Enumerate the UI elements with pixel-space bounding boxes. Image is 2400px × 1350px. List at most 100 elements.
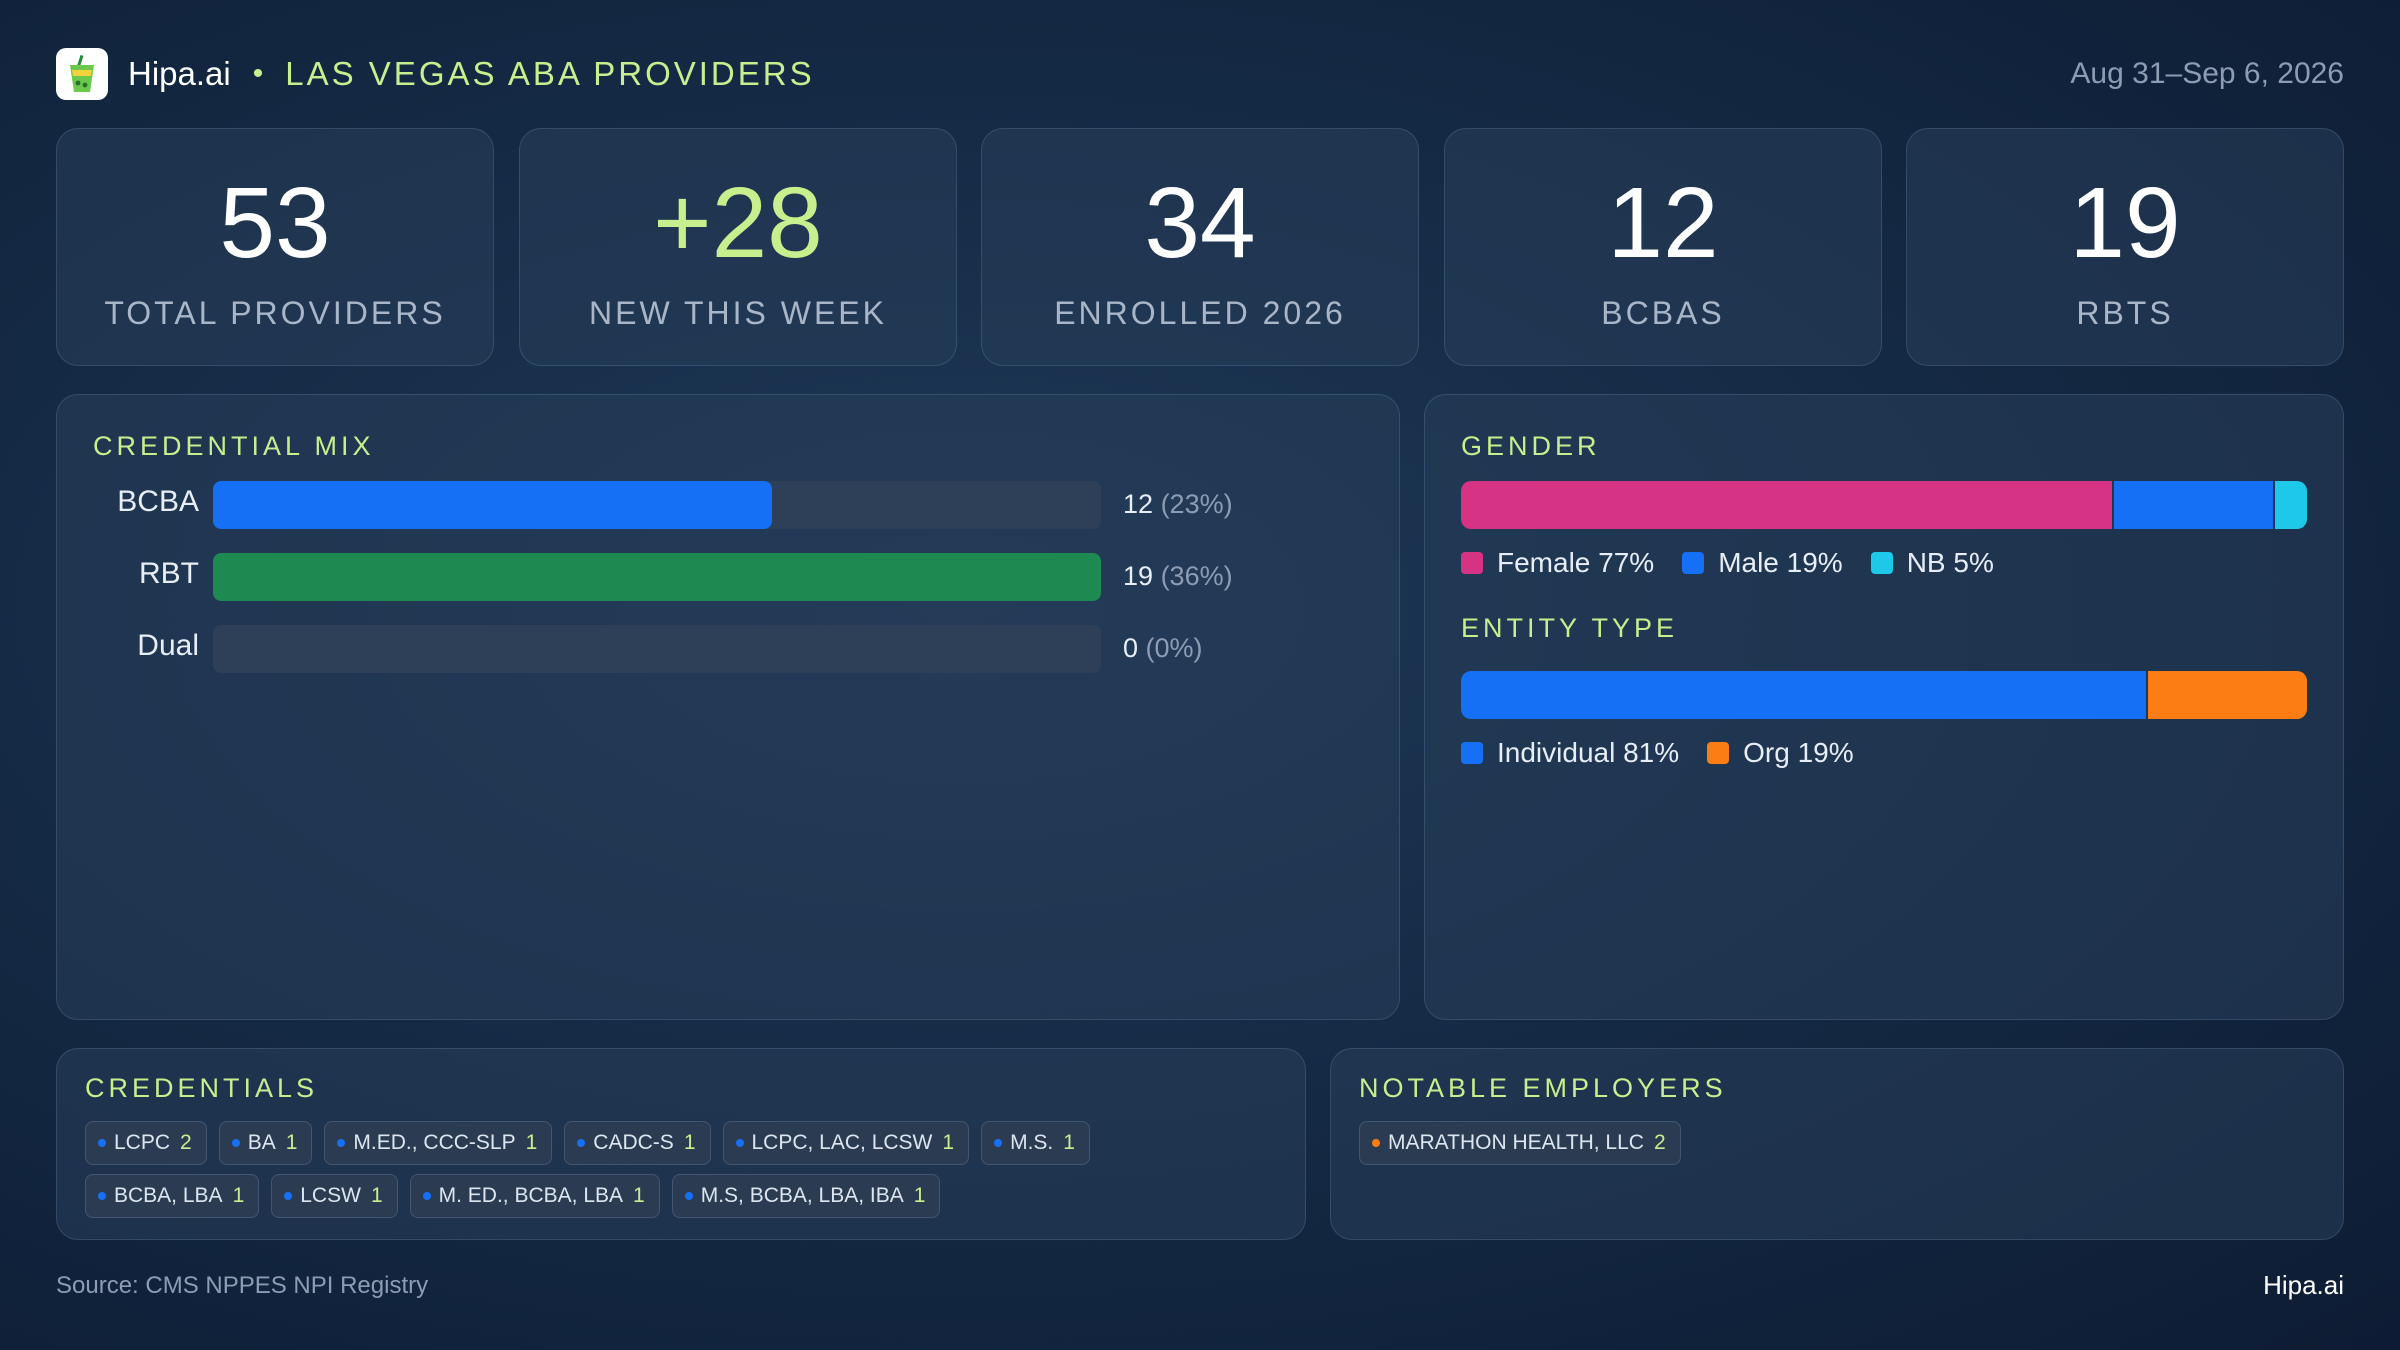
stat-card-bcbas: 12 BCBAS (1444, 128, 1882, 366)
credential-chip: LCSW 1 (271, 1174, 398, 1218)
chip-count: 2 (1653, 1131, 1666, 1154)
chip-count: 1 (370, 1184, 383, 1207)
credential-mix-panel: CREDENTIAL MIX BCBA 12 (23%) RBT 19 (36%… (56, 394, 1400, 1020)
gender-segment-nb (2273, 481, 2307, 529)
legend-item-male: Male 19% (1682, 547, 1843, 579)
stat-label: NEW THIS WEEK (589, 295, 887, 331)
credential-bar-row: RBT 19 (36%) (57, 553, 1397, 601)
bar-fill (213, 553, 1101, 601)
dashboard-header: Hipa.ai • LAS VEGAS ABA PROVIDERS Aug 31… (56, 46, 2344, 102)
brand-name: Hipa.ai (128, 55, 231, 92)
entity-segment-org (2146, 671, 2307, 719)
chip-dot (284, 1192, 293, 1200)
credential-bar-row: Dual 0 (0%) (57, 625, 1397, 673)
chip-dot (1372, 1139, 1380, 1147)
credential-bar-row: BCBA 12 (23%) (57, 481, 1397, 529)
chip-count: 1 (942, 1131, 955, 1154)
chip-label: BCBA, LBA (114, 1184, 223, 1207)
legend-swatch (1682, 552, 1705, 574)
chip-count: 1 (913, 1184, 926, 1207)
employer-chip-list: MARATHON HEALTH, LLC 2 (1359, 1121, 2400, 1174)
entity-segment-individual (1461, 671, 2147, 719)
stat-value: 19 (2069, 167, 2181, 279)
chip-label: LCSW (300, 1184, 361, 1207)
chip-label: CADC-S (593, 1131, 674, 1154)
legend-swatch (1461, 552, 1483, 574)
bar-label: Dual (137, 629, 199, 662)
stat-label: RBTS (2076, 295, 2174, 331)
legend-swatch (1870, 552, 1893, 574)
employer-chip: MARATHON HEALTH, LLC 2 (1359, 1121, 1681, 1165)
footer-brand: Hipa.ai (2263, 1270, 2344, 1300)
bar-track (213, 481, 1101, 529)
date-range: Aug 31–Sep 6, 2026 (2070, 57, 2344, 90)
chip-dot (98, 1139, 106, 1147)
credential-chip: BCBA, LBA 1 (85, 1174, 260, 1218)
gender-segment-female (1461, 481, 2113, 529)
bar-track (213, 553, 1101, 601)
credential-chip: CADC-S 1 (564, 1121, 711, 1165)
chip-count: 1 (683, 1131, 696, 1154)
chip-dot (684, 1192, 693, 1200)
chip-label: LCPC, LAC, LCSW (751, 1131, 933, 1154)
stat-value: 12 (1607, 167, 1719, 279)
page-title: LAS VEGAS ABA PROVIDERS (285, 55, 815, 92)
chip-label: BA (247, 1131, 276, 1154)
chip-count: 1 (1063, 1131, 1075, 1154)
credential-chip: M.ED., CCC-SLP 1 (324, 1121, 553, 1165)
chip-dot (337, 1139, 346, 1147)
stat-value: 34 (1144, 167, 1256, 279)
stat-value: +28 (653, 167, 823, 279)
credential-mix-title: CREDENTIAL MIX (93, 431, 375, 461)
stat-card-enrolled: 34 ENROLLED 2026 (981, 128, 1419, 366)
entity-type-title: ENTITY TYPE (1461, 613, 1679, 643)
stat-label: TOTAL PROVIDERS (104, 295, 446, 331)
employers-panel: NOTABLE EMPLOYERS MARATHON HEALTH, LLC 2 (1330, 1048, 2344, 1240)
legend-swatch (1461, 742, 1483, 764)
legend-swatch (1707, 742, 1730, 764)
chip-dot (577, 1139, 586, 1147)
gender-segment-male (2112, 481, 2274, 529)
drink-cup-icon (56, 48, 108, 100)
employers-title: NOTABLE EMPLOYERS (1359, 1073, 1727, 1103)
demographics-panel: GENDER Female 77% Male 19% NB 5% ENTITY … (1424, 394, 2344, 1020)
gender-legend: Female 77% Male 19% NB 5% (1461, 547, 2022, 579)
chip-count: 1 (232, 1184, 245, 1207)
legend-item-org: Org 19% (1707, 737, 1854, 769)
bar-label: RBT (139, 557, 199, 590)
chip-dot (231, 1139, 240, 1147)
entity-type-stacked-bar (1461, 671, 2307, 719)
bar-value: 12 (23%) (1123, 489, 1233, 519)
stat-card-rbts: 19 RBTS (1906, 128, 2344, 366)
stat-label: BCBAS (1601, 295, 1725, 331)
credential-chip: LCPC 2 (85, 1121, 207, 1165)
gender-title: GENDER (1461, 431, 1601, 461)
chip-label: M.S, BCBA, LBA, IBA (700, 1184, 904, 1207)
legend-item-individual: Individual 81% (1461, 737, 1679, 769)
chip-label: M.S. (1010, 1131, 1054, 1154)
credential-chip: LCPC, LAC, LCSW 1 (722, 1121, 970, 1165)
legend-item-female: Female 77% (1461, 547, 1654, 579)
bar-fill (213, 481, 773, 529)
title-separator: • (252, 57, 264, 90)
chip-count: 1 (285, 1131, 298, 1154)
source-note: Source: CMS NPPES NPI Registry (56, 1272, 429, 1299)
credentials-title: CREDENTIALS (85, 1073, 319, 1103)
credential-chip-list: LCPC 2 BA 1 M.ED., CCC-SLP 1 CADC-S 1 LCPC, LAC,… (85, 1121, 1265, 1227)
credential-chip: BA 1 (218, 1121, 313, 1165)
bar-track (213, 625, 1101, 673)
credentials-panel: CREDENTIALS LCPC 2 BA 1 M.ED., CCC-SLP 1 CADC-… (56, 1048, 1306, 1240)
chip-dot (994, 1139, 1003, 1147)
chip-dot (735, 1139, 744, 1147)
stat-value: 53 (219, 167, 331, 279)
stat-card-total-providers: 53 TOTAL PROVIDERS (56, 128, 494, 366)
chip-label: MARATHON HEALTH, LLC (1388, 1131, 1644, 1154)
stat-label: ENROLLED 2026 (1054, 295, 1346, 331)
credential-chip: M.S, BCBA, LBA, IBA 1 (671, 1174, 941, 1218)
chip-dot (98, 1192, 106, 1200)
entity-type-legend: Individual 81% Org 19% (1461, 737, 1882, 769)
legend-item-nb: NB 5% (1870, 547, 1994, 579)
chip-count: 1 (525, 1131, 538, 1154)
bar-value: 19 (36%) (1123, 561, 1233, 591)
gender-stacked-bar (1461, 481, 2307, 529)
